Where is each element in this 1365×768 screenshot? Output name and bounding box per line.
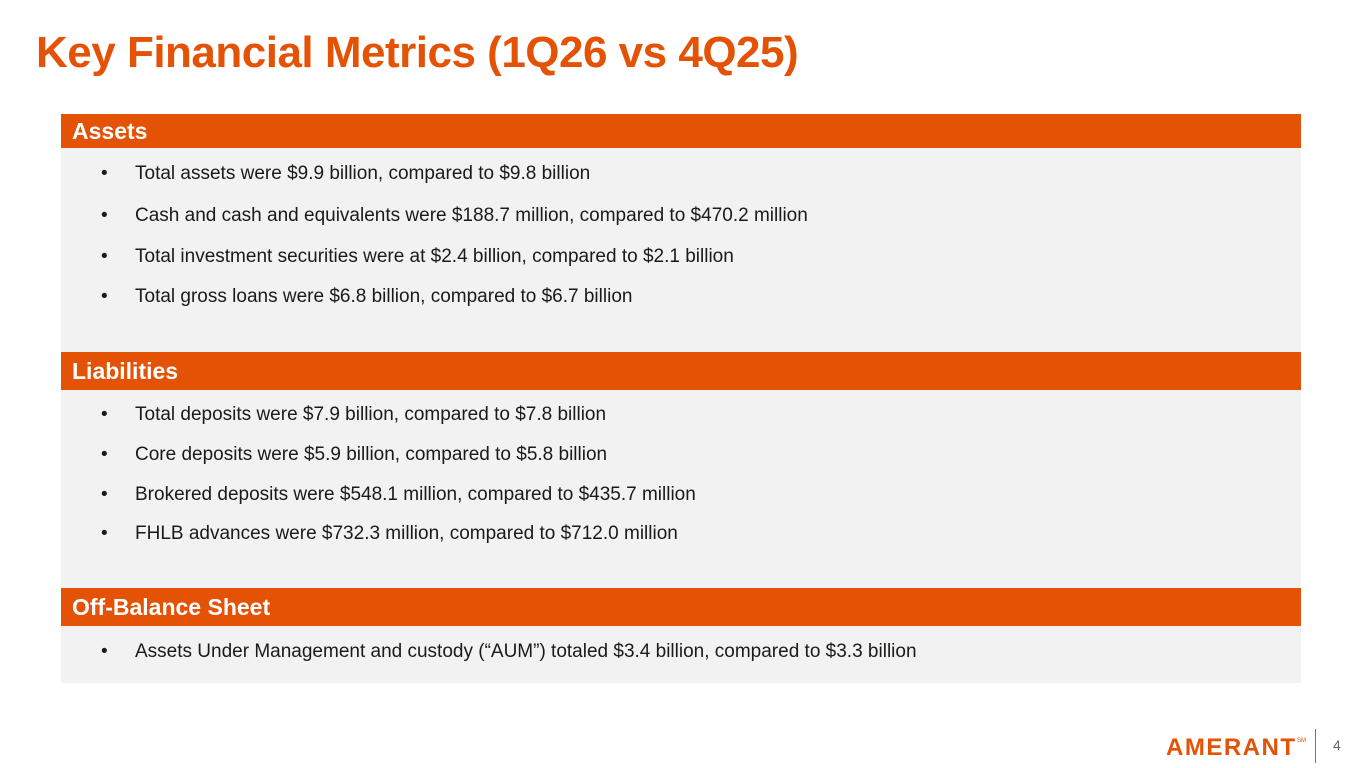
bullet-text: Total deposits were $7.9 billion, compar… [135,404,607,425]
bullet-text: Total gross loans were $6.8 billion, com… [135,286,633,307]
bullet-text: Cash and cash and equivalents were $188.… [135,205,808,226]
logo-service-mark: SM [1297,738,1306,744]
bullet-text: Total investment securities were at $2.4… [135,246,734,267]
section-header-off-balance-sheet: Off-Balance Sheet [61,588,1301,626]
bullet-icon: • [101,205,108,226]
bullet-text: Assets Under Management and custody (“AU… [135,641,917,662]
logo-wordmark: AMERANT [1166,734,1297,759]
bullet-icon: • [101,286,108,307]
bullet-icon: • [101,484,108,505]
bullet-icon: • [101,444,108,465]
bullet-icon: • [101,641,108,662]
off-balance-sheet-section: Off-Balance Sheet • Assets Under Managem… [61,588,1301,683]
assets-section: Assets • Total assets were $9.9 billion,… [61,114,1301,352]
section-header-liabilities: Liabilities [61,352,1301,390]
section-header-assets: Assets [61,114,1301,148]
bullet-icon: • [101,523,108,544]
footer-divider [1315,729,1316,763]
page-number: 4 [1333,737,1341,753]
bullet-text: Brokered deposits were $548.1 million, c… [135,484,696,505]
bullet-icon: • [101,246,108,267]
bullet-text: Total assets were $9.9 billion, compared… [135,163,591,184]
liabilities-section: Liabilities • Total deposits were $7.9 b… [61,352,1301,588]
bullet-icon: • [101,404,108,425]
bullet-icon: • [101,163,108,184]
amerant-logo: AMERANT SM [1166,734,1306,759]
slide-title: Key Financial Metrics (1Q26 vs 4Q25) [36,28,799,77]
bullet-text: Core deposits were $5.9 billion, compare… [135,444,608,465]
bullet-text: FHLB advances were $732.3 million, compa… [135,523,678,544]
